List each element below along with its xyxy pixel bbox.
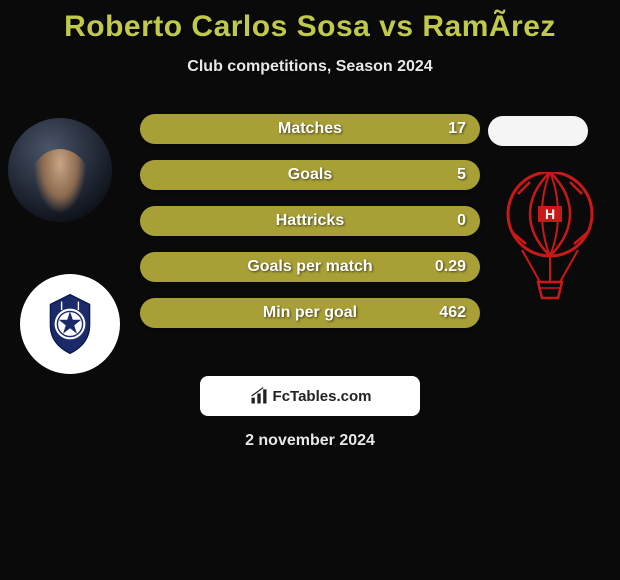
player-left-photo	[8, 118, 112, 222]
attribution-badge: FcTables.com	[200, 376, 420, 416]
player-right-club-logo: H	[500, 172, 600, 302]
subtitle: Club competitions, Season 2024	[0, 58, 620, 76]
stat-label: Min per goal	[263, 304, 357, 322]
stat-row-goals-per-match: Goals per match 0.29	[140, 252, 480, 282]
date-text: 2 november 2024	[0, 432, 620, 450]
stat-row-min-per-goal: Min per goal 462	[140, 298, 480, 328]
gimnasia-shield-icon	[35, 289, 105, 359]
chart-icon	[249, 386, 269, 406]
stat-value-right: 0.29	[435, 258, 466, 276]
svg-text:H: H	[545, 206, 555, 222]
player-right-photo-placeholder	[488, 116, 588, 146]
comparison-card: Roberto Carlos Sosa vs RamÃ­rez Club com…	[0, 0, 620, 450]
stat-row-matches: Matches 17	[140, 114, 480, 144]
stat-label: Hattricks	[276, 212, 344, 230]
page-title: Roberto Carlos Sosa vs RamÃ­rez	[0, 0, 620, 44]
stat-bars: Matches 17 Goals 5 Hattricks 0 Goals per…	[140, 114, 480, 344]
main-area: H Matches 17 Goals 5 Hattricks 0	[0, 106, 620, 366]
stat-value-right: 5	[457, 166, 466, 184]
stat-value-right: 462	[439, 304, 466, 322]
stat-row-goals: Goals 5	[140, 160, 480, 190]
stat-label: Goals per match	[247, 258, 372, 276]
stat-value-right: 17	[448, 120, 466, 138]
huracan-balloon-icon: H	[500, 172, 600, 302]
stat-value-right: 0	[457, 212, 466, 230]
stat-row-hattricks: Hattricks 0	[140, 206, 480, 236]
attribution-text: FcTables.com	[273, 388, 372, 405]
stat-label: Goals	[288, 166, 332, 184]
player-left-club-logo	[20, 274, 120, 374]
stat-label: Matches	[278, 120, 342, 138]
